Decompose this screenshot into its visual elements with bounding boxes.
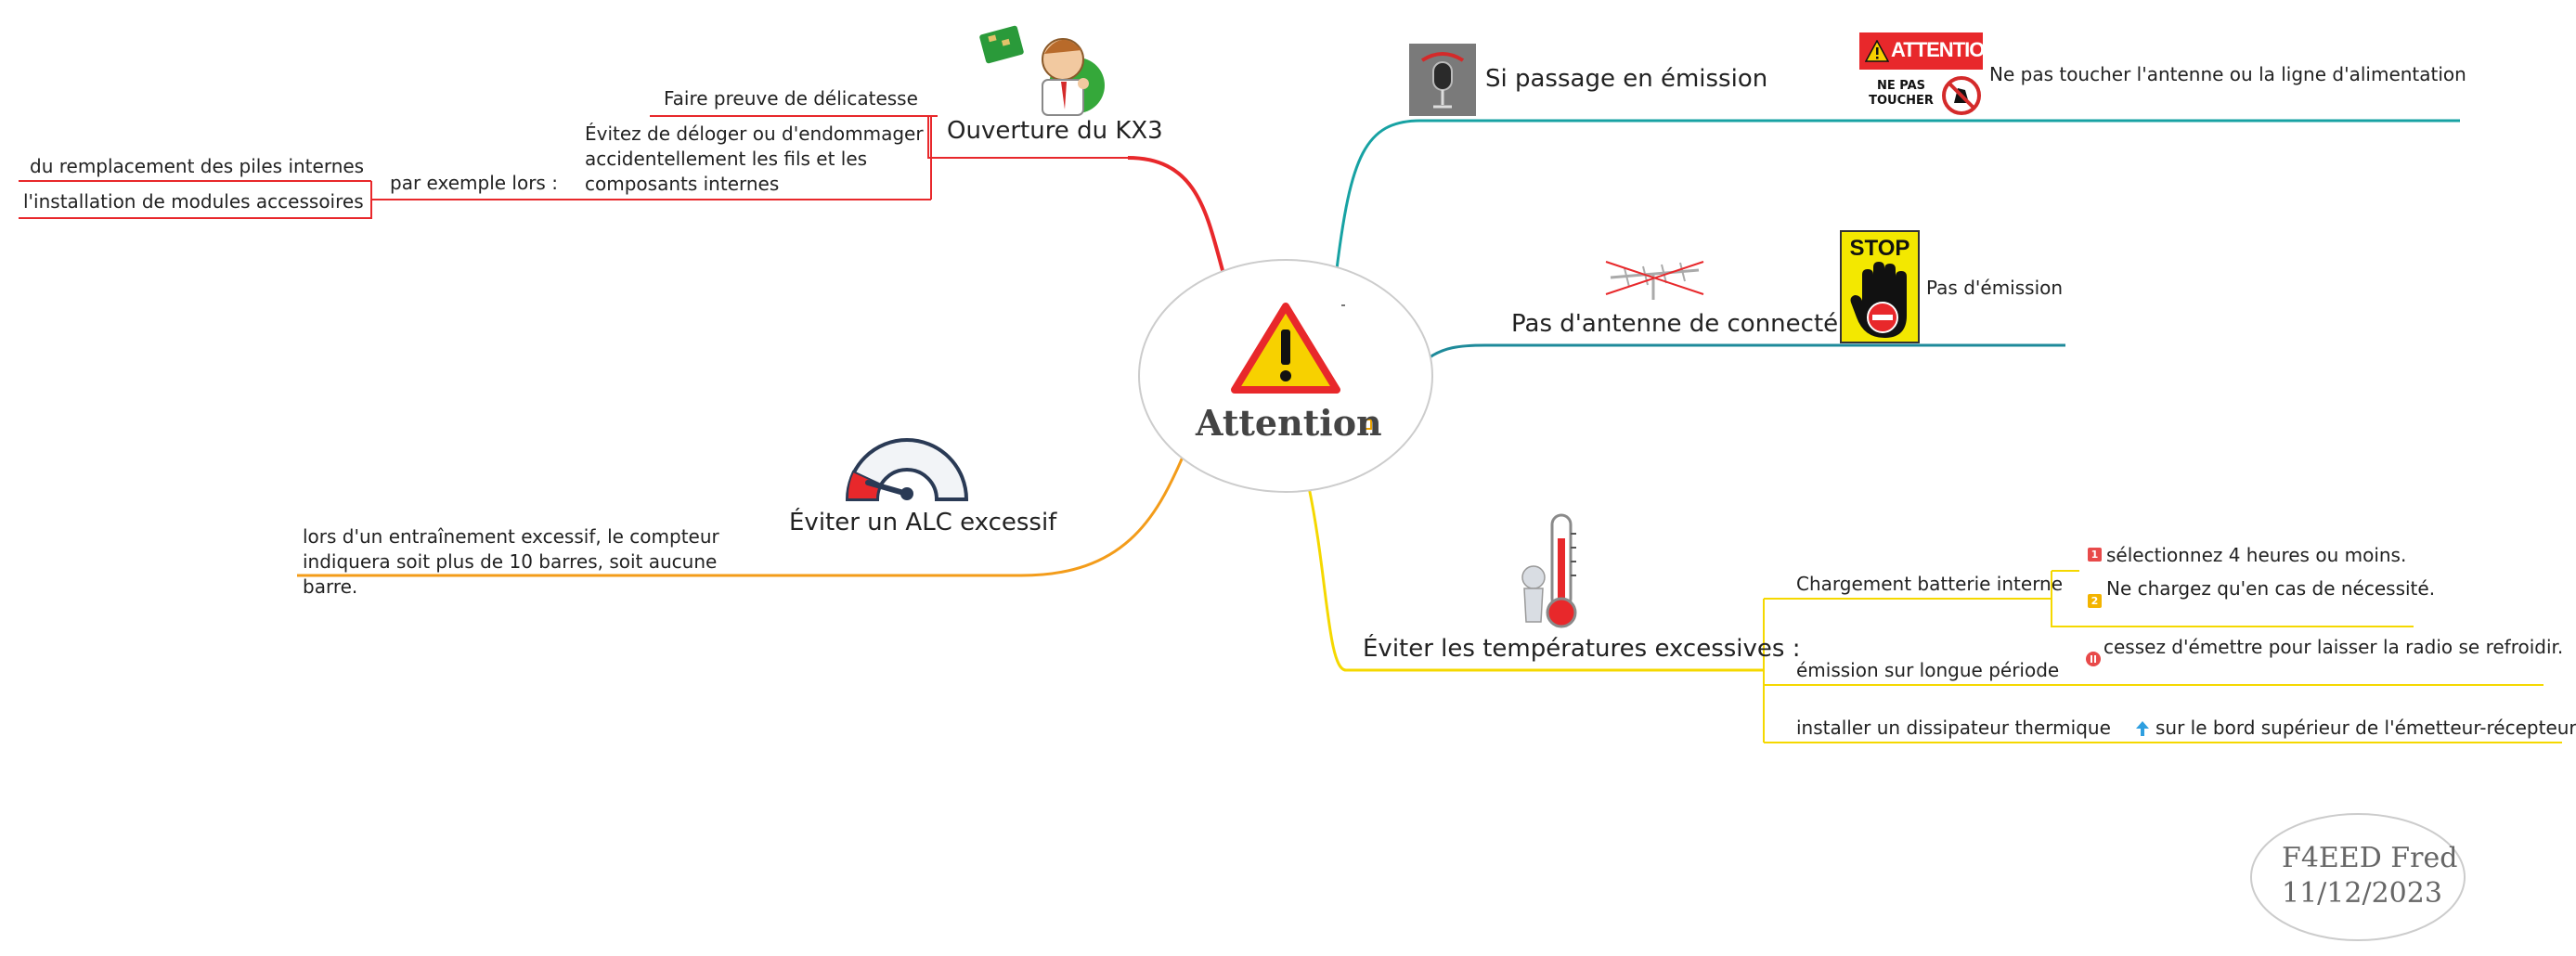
author-block: F4EED Fred 11/12/2023	[2282, 841, 2457, 911]
temp-longue[interactable]: émission sur longue période	[1796, 659, 2060, 681]
priority-1-icon: 1	[2088, 548, 2102, 562]
crossed-out-antenna-icon	[1601, 257, 1708, 302]
author-date: 11/12/2023	[2282, 877, 2442, 910]
temp-longue-note[interactable]: cessez d'émettre pour laisser la radio s…	[2104, 636, 2564, 658]
emission-note[interactable]: Ne pas toucher l'antenne ou la ligne d'a…	[1989, 63, 2466, 85]
alc-note[interactable]: lors d'un entraînement excessif, le comp…	[303, 525, 719, 598]
kx3-piles[interactable]: du remplacement des piles internes	[30, 155, 365, 177]
emission-branch-line	[1335, 119, 2460, 270]
kx3-branch-line	[1127, 156, 1225, 275]
technician-with-circuit-board-icon	[979, 20, 1105, 118]
author-name: F4EED Fred	[2282, 842, 2458, 874]
kx3-example-line	[19, 199, 931, 219]
up-arrow-icon	[2135, 720, 2150, 737]
kx3-exemple[interactable]: par exemple lors :	[390, 172, 558, 194]
temp-dissip[interactable]: installer un dissipateur thermique	[1796, 717, 2111, 739]
note-marker-icon	[1361, 419, 1372, 430]
kx3-sub-line	[927, 115, 1128, 159]
kx3-evitez[interactable]: Évitez de déloger ou d'endommager accide…	[585, 123, 924, 195]
temp-charge[interactable]: Chargement batterie interne	[1796, 573, 2064, 595]
stop-hand-sign-icon: STOP	[1840, 230, 1920, 343]
connector-dot	[1341, 304, 1345, 306]
emission-branch-label[interactable]: Si passage en émission	[1485, 65, 1768, 93]
temp-charge-2[interactable]: Ne chargez qu'en cas de nécessité.	[2106, 577, 2436, 600]
temp-dissip-note[interactable]: sur le bord supérieur de l'émetteur-réce…	[2155, 717, 2576, 739]
temp-branch-label[interactable]: Éviter les températures excessives :	[1363, 635, 1801, 663]
alc-branch-line	[297, 454, 1185, 577]
central-topic-title[interactable]: Attention	[1196, 402, 1382, 444]
antenna-branch-line	[1429, 343, 2065, 359]
kx3-delicatesse[interactable]: Faire preuve de délicatesse	[664, 87, 918, 110]
antenna-note[interactable]: Pas d'émission	[1926, 277, 2064, 299]
do-not-touch-sign-icon: ATTENTION NE PAS TOUCHER	[1859, 32, 1999, 118]
pause-icon	[2086, 652, 2101, 666]
antenna-branch-label[interactable]: Pas d'antenne de connecté	[1511, 310, 1839, 338]
kx3-branch-label[interactable]: Ouverture du KX3	[947, 117, 1163, 145]
alc-branch-label[interactable]: Éviter un ALC excessif	[789, 509, 1057, 536]
kx3-modules[interactable]: l'installation de modules accessoires	[23, 190, 364, 213]
thermometer-icon	[1513, 510, 1589, 631]
priority-2-icon: 2	[2088, 594, 2102, 608]
temp-charge-1[interactable]: sélectionnez 4 heures ou moins.	[2106, 544, 2407, 566]
author-ellipse	[2250, 813, 2466, 941]
gauge-icon	[840, 427, 975, 503]
warning-triangle-icon	[1231, 303, 1340, 394]
microphone-on-air-icon	[1409, 44, 1476, 116]
temp-branch-line	[1307, 486, 1764, 672]
